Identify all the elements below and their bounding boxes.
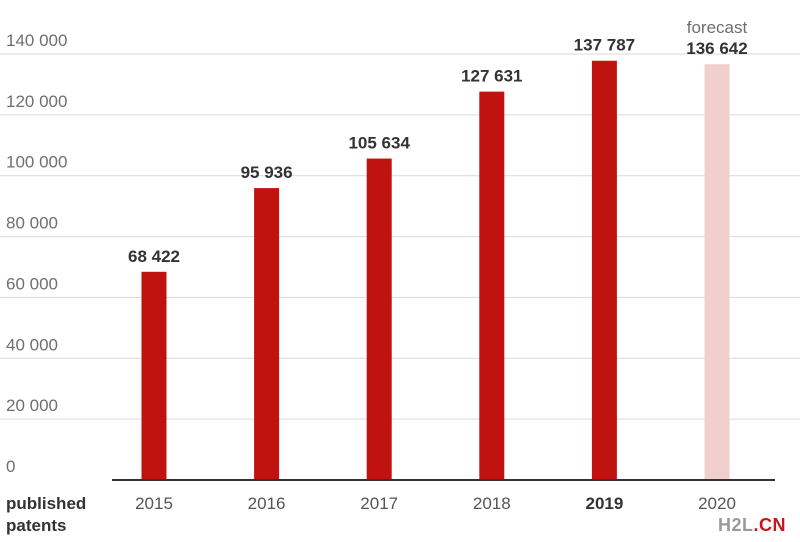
value-label-2020: 136 642 (686, 39, 747, 58)
forecast-label: forecast (687, 18, 748, 37)
watermark-suffix: .CN (753, 515, 786, 535)
bar-2019 (591, 60, 617, 481)
bar-2016 (254, 188, 280, 481)
x-axis-title-line1: published (6, 494, 86, 513)
watermark-logo: H2L.CN (718, 515, 786, 536)
watermark-text: H2L (717, 515, 754, 535)
value-label-2018: 127 631 (461, 67, 522, 86)
x-tick-label-2015: 2015 (135, 494, 173, 513)
x-tick-label-2020: 2020 (698, 494, 736, 513)
y-tick-label: 40 000 (6, 335, 58, 354)
x-tick-label-2019: 2019 (585, 494, 623, 513)
value-label-2019: 137 787 (574, 36, 635, 55)
x-tick-label-2017: 2017 (360, 494, 398, 513)
x-axis-title-line2: patents (6, 516, 66, 535)
value-label-2017: 105 634 (348, 134, 410, 153)
value-labels: 68 422 95 936 105 634 127 631 137 787 136 642 (128, 36, 748, 266)
value-label-2015: 68 422 (128, 247, 180, 266)
y-tick-label: 60 000 (6, 274, 58, 293)
bar-2017 (366, 158, 392, 480)
y-tick-label: 140 000 (6, 31, 67, 50)
y-tick-label: 80 000 (6, 214, 58, 233)
bar-2015 (141, 271, 167, 480)
x-tick-label-2018: 2018 (473, 494, 511, 513)
y-tick-label: 20 000 (6, 396, 58, 415)
y-tick-label: 120 000 (6, 92, 67, 111)
bar-2020 (704, 64, 730, 481)
y-tick-label: 100 000 (6, 153, 67, 172)
value-label-2016: 95 936 (241, 163, 293, 182)
bars (141, 60, 730, 481)
y-tick-label: 0 (6, 457, 15, 476)
x-axis-ticks: 2015 2016 2017 2018 2019 2020 (135, 494, 736, 513)
y-axis-ticks: 0 20 000 40 000 60 000 80 000 100 000 120 000 1… (6, 31, 67, 476)
bar-2018 (479, 91, 505, 481)
grid-lines (0, 53, 800, 420)
x-tick-label-2016: 2016 (248, 494, 286, 513)
